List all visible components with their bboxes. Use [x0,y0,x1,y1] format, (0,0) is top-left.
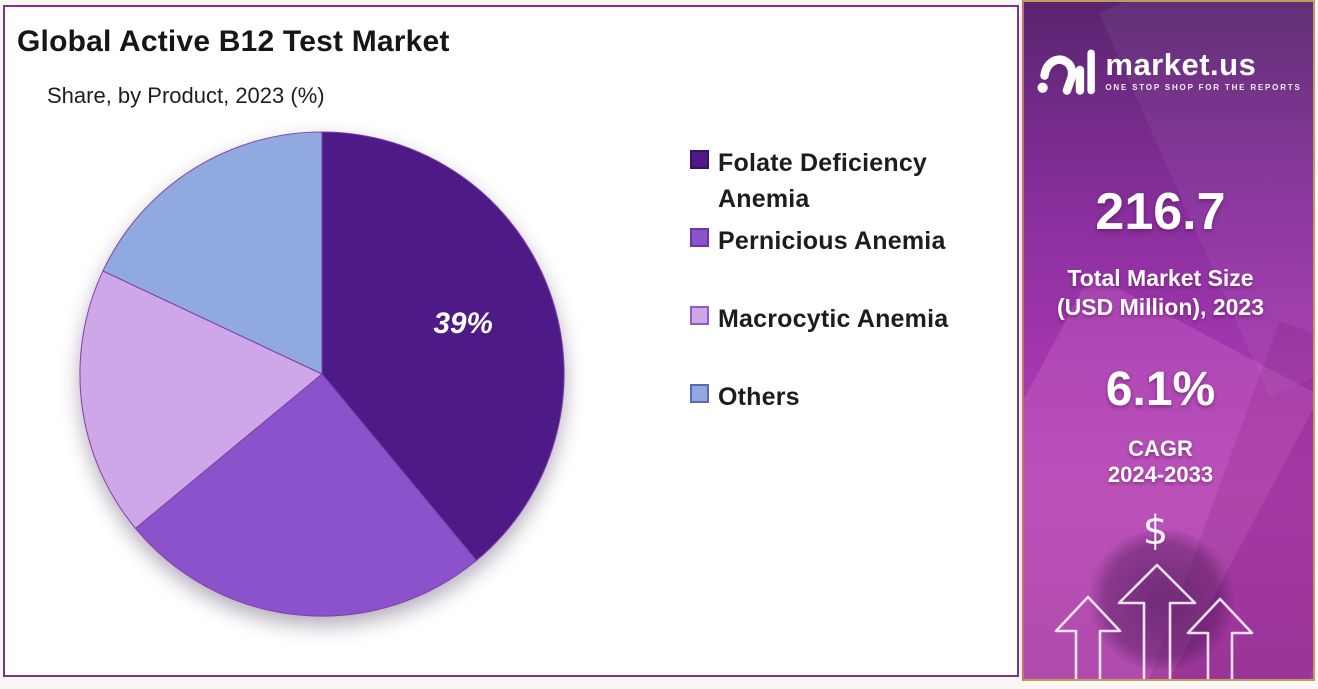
legend-swatch-icon [690,150,709,169]
dollar-icon: $ [1142,508,1169,554]
market-size-label-line2: (USD Million), 2023 [1056,294,1265,320]
legend-item-folate-deficiency-anemia: Folate Deficiency Anemia [690,145,952,217]
brand-panel: market.us ONE STOP SHOP FOR THE REPORTS … [1022,0,1315,681]
cagr-label-line2: 2024-2033 [1107,462,1214,487]
panel-decor-circle [1087,530,1237,670]
legend-item-pernicious-anemia: Pernicious Anemia [690,223,946,259]
legend-item-others: Others [690,379,800,415]
legend-label: Others [718,383,800,411]
pie-slice-macrocytic-anemia [79,270,323,530]
legend-swatch-icon [690,384,709,403]
market-size-value: 216.7 [1095,183,1226,241]
market-size-label: Total Market Size (USD Million), 2023 [1024,264,1297,322]
brand-name: market.us [1105,46,1257,82]
legend-item-macrocytic-anemia: Macrocytic Anemia [690,301,948,337]
growth-arrows-icon [1054,563,1254,679]
legend-swatch-icon [690,306,709,325]
legend-label: Pernicious Anemia [718,227,946,255]
chart-area: Global Active B12 Test Market Share, by … [3,5,1019,677]
cagr-label: CAGR 2024-2033 [1024,436,1297,488]
cagr-label-line1: CAGR [1128,436,1193,461]
marketus-logo-icon [1037,49,1096,95]
page-title: Global Active B12 Test Market [17,25,450,58]
chart-subtitle: Share, by Product, 2023 (%) [47,83,325,108]
pie-slice-folate-deficiency-anemia [321,131,565,562]
brand-logo: market.us ONE STOP SHOP FOR THE REPORTS [1024,42,1313,98]
cagr-value: 6.1% [1105,363,1216,416]
pie-chart: 39% [79,131,565,617]
legend-label: Folate Deficiency Anemia [718,149,928,213]
pie-slice-label: 39% [434,307,493,340]
legend-label: Macrocytic Anemia [718,305,949,333]
pie-slice-pernicious-anemia [134,373,478,617]
pie-slice-others [102,131,323,375]
brand-tagline: ONE STOP SHOP FOR THE REPORTS [1105,82,1302,92]
legend-swatch-icon [690,228,709,247]
market-size-label-line1: Total Market Size [1067,265,1254,291]
